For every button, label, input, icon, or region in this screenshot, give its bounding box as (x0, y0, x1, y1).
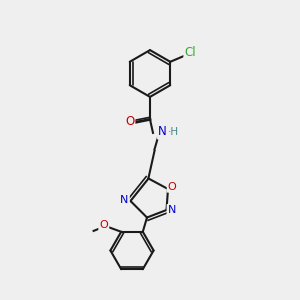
Text: N: N (168, 205, 176, 215)
Text: N: N (158, 125, 167, 139)
Text: O: O (99, 220, 108, 230)
Text: ·H: ·H (168, 127, 179, 137)
Text: N: N (120, 195, 129, 205)
Text: O: O (168, 182, 177, 192)
Text: O: O (125, 115, 134, 128)
Text: Cl: Cl (184, 46, 196, 59)
